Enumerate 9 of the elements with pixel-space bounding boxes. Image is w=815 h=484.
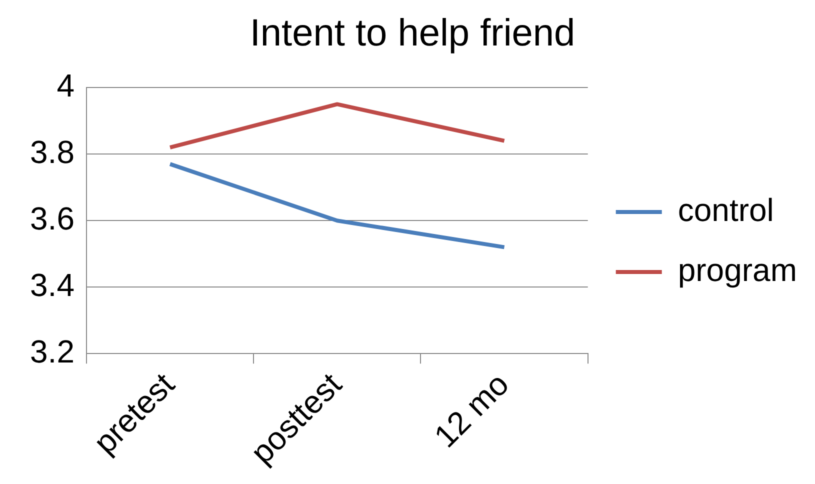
y-tick-label: 3.8 [30,134,74,170]
x-tick-label: 12 mo [427,366,516,454]
chart-title: Intent to help friend [250,12,576,54]
y-tick-label: 3.2 [30,333,74,370]
y-tick-label: 4 [56,67,74,104]
y-tick-label: 3.4 [30,266,74,303]
legend-label: program [678,252,797,288]
legend-label: control [678,192,774,228]
y-tick-label: 3.6 [30,200,74,236]
